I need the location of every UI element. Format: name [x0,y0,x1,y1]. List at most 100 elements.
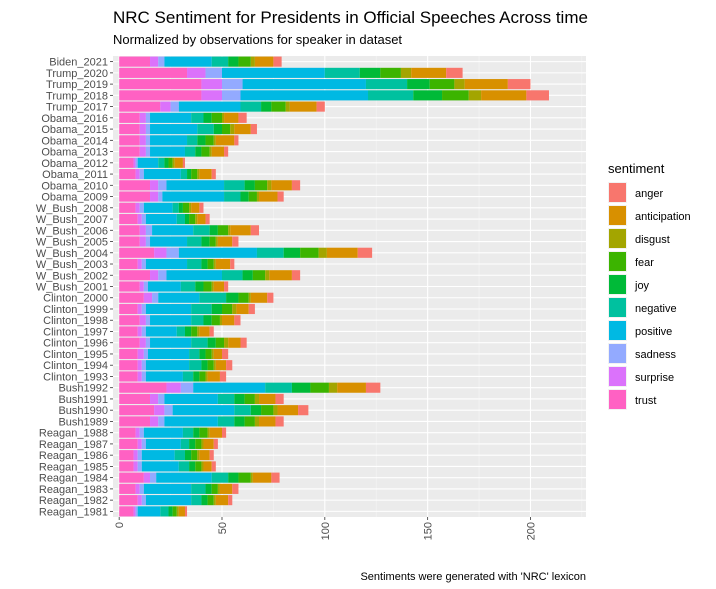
bar-segment-disgust [201,461,204,472]
bar-segment-negative [368,90,414,101]
bar-segment-trust [119,247,155,258]
bar-segment-anger [205,213,210,225]
bar-segment-fear [207,258,214,270]
bar-segment-anger [507,79,531,90]
bar-segment-anger [199,202,204,213]
bar-segment-disgust [224,337,229,348]
bar-segment-surprise [143,292,153,303]
bar-segment-anticipation [289,101,317,112]
bar-segment-joy [226,292,239,303]
bar-segment-joy [283,247,301,258]
bar-segment-joy [184,213,190,225]
bar-segment-anticipation [234,124,251,135]
bar-segment-disgust [205,371,208,382]
y-tick-label: W_Bush_2002 [36,270,108,282]
bar-segment-anger [298,405,309,416]
bar-segment-fear [205,135,214,146]
y-tick-label: Obama_2010 [41,180,108,192]
bar-segment-disgust [197,450,200,461]
bar-segment-fear [207,495,214,506]
bar-segment-anger [250,225,260,236]
bar-segment-joy [197,135,206,146]
bar-segment-surprise [133,450,138,461]
bar-segment-surprise [139,225,146,236]
bar-segment-trust [119,315,140,326]
y-tick-label: W_Bush_2001 [36,282,108,294]
y-tick-label: Bush1989 [58,416,108,428]
bar-segment-anger [234,135,239,146]
bar-segment-surprise [133,506,136,517]
legend-key-anticipation [609,206,626,225]
bar-segment-anticipation [277,405,299,416]
bar-segment-positive [162,191,225,202]
bar-segment-sadness [221,79,243,90]
bar-segment-trust [119,270,151,281]
bar-segment-anger [291,180,301,191]
bar-segment-trust [119,281,140,292]
bar-segment-joy [211,303,222,315]
bar-segment-joy [184,326,192,337]
bar-segment-negative [189,360,202,371]
bar-segment-negative [221,270,243,281]
bar-segment-disgust [197,326,200,337]
bar-segment-disgust [197,169,200,180]
bar-segment-negative [211,56,229,67]
legend-label-anticipation: anticipation [635,211,691,223]
bar-segment-trust [119,303,138,315]
bar-segment-joy [359,67,381,78]
bar-segment-sadness [139,169,144,180]
y-tick-label: Reagan_1981 [39,506,108,518]
bar-segment-fear [238,56,251,67]
y-tick-label: W_Bush_2004 [36,248,108,260]
bar-segment-surprise [201,79,222,90]
bar-segment-trust [119,461,134,472]
bar-segment-anger [221,427,227,438]
legend-key-anger [609,183,626,202]
bar-segment-anger [209,450,214,461]
bar-segment-negative [224,180,245,191]
bar-segment-surprise [143,472,151,483]
bar-segment-disgust [176,506,179,517]
bar-segment-negative [191,303,212,315]
bar-segment-surprise [166,382,181,393]
bar-segment-negative [187,135,198,146]
y-tick-label: Obama_2014 [41,135,108,147]
bar-segment-disgust [217,483,220,494]
bar-segment-positive [164,56,212,67]
bar-segment-fear [189,213,196,225]
bar-segment-fear [211,315,220,326]
bar-segment-surprise [187,67,206,78]
bar-segment-joy [228,56,239,67]
bar-segment-positive [240,90,369,101]
bar-segment-positive [178,247,257,258]
bar-segment-sadness [145,225,153,236]
bar-segment-joy [203,315,212,326]
bar-segment-positive [147,348,190,360]
bar-segment-disgust [211,281,214,292]
bar-segment-sadness [141,258,146,270]
y-axis: Biden_2021Trump_2020Trump_2019Trump_2018… [36,57,113,518]
bar-segment-trust [119,135,140,146]
bar-segment-anticipation [337,382,366,393]
bar-segment-joy [228,472,239,483]
bar-segment-sadness [145,112,151,123]
bar-segment-negative [191,315,204,326]
bar-segment-negative [224,191,241,202]
bar-segment-anticipation [209,427,222,438]
bar-segment-joy [201,258,208,270]
bar-segment-disgust [285,101,290,112]
bar-segment-trust [119,213,138,225]
bar-segment-surprise [150,191,159,202]
bar-segment-anticipation [174,157,183,168]
bar-segment-fear [172,506,177,517]
legend-key-fear [609,252,626,271]
bar-segment-anticipation [215,495,229,506]
bar-segment-fear [248,191,257,202]
bar-segment-sadness [139,427,144,438]
bar-segment-anticipation [199,450,210,461]
bar-segment-joy [240,191,249,202]
bar-segment-fear [244,416,255,427]
bar-segment-positive [150,315,192,326]
bar-segment-trust [119,427,136,438]
bar-segment-trust [119,438,138,449]
